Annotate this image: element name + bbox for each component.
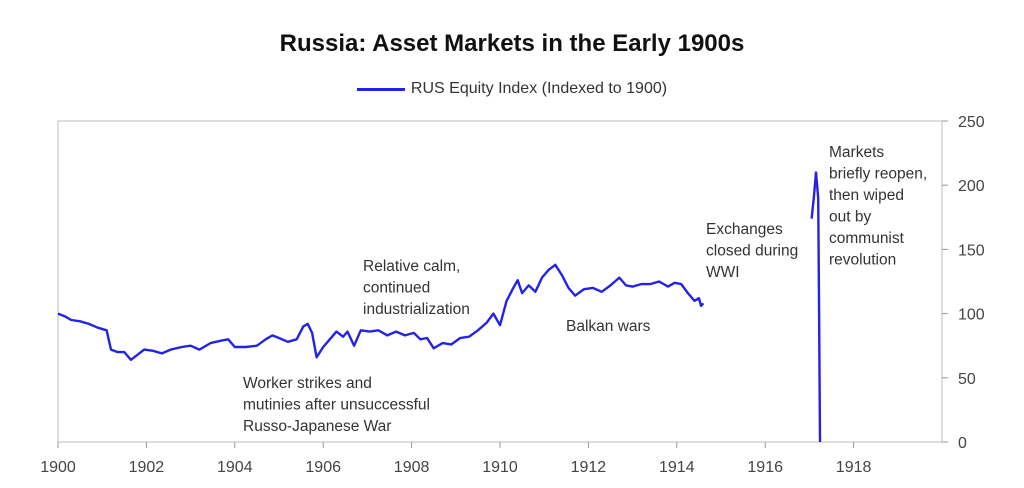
annotation-line: Exchanges bbox=[706, 221, 783, 238]
annotation: Balkan wars bbox=[566, 318, 651, 335]
y-tick-label: 150 bbox=[958, 242, 985, 259]
series-line bbox=[57, 263, 705, 361]
annotation: Exchanges closed during WWI bbox=[706, 221, 798, 281]
annotation-line: Worker strikes and bbox=[243, 375, 372, 392]
legend-swatch bbox=[356, 87, 405, 91]
x-tick-label: 1914 bbox=[659, 459, 695, 476]
annotation-line: mutinies after unsuccessful bbox=[243, 397, 430, 414]
annotation: Relative calm, continued industrialization bbox=[363, 258, 470, 318]
series-line bbox=[810, 171, 822, 443]
x-tick-label: 1910 bbox=[482, 459, 518, 476]
annotation-line: WWI bbox=[706, 264, 740, 281]
x-tick-label: 1900 bbox=[40, 459, 76, 476]
annotation: Worker strikes and mutinies after unsucce… bbox=[243, 375, 430, 435]
y-tick-label: 100 bbox=[958, 307, 985, 324]
annotation-line: Balkan wars bbox=[566, 318, 651, 335]
x-tick-label: 1912 bbox=[571, 459, 607, 476]
x-tick-label: 1918 bbox=[836, 459, 872, 476]
legend: RUS Equity Index (Indexed to 1900) bbox=[0, 80, 1024, 98]
y-tick-label: 250 bbox=[958, 114, 985, 131]
annotation-line: Markets bbox=[829, 144, 884, 161]
x-tick-label: 1902 bbox=[129, 459, 165, 476]
annotation-line: communist bbox=[829, 230, 905, 247]
annotation-line: industrialization bbox=[363, 301, 470, 318]
annotation-line: closed during bbox=[706, 243, 798, 260]
plot-frame bbox=[57, 120, 943, 443]
annotation-line: briefly reopen, bbox=[829, 166, 927, 183]
annotation: Markets briefly reopen, then wiped out by co… bbox=[829, 144, 927, 269]
annotation-line: Russo-Japanese War bbox=[243, 418, 391, 435]
annotation-line: continued bbox=[363, 280, 430, 297]
y-tick-label: 0 bbox=[958, 435, 967, 452]
x-tick-label: 1904 bbox=[217, 459, 253, 476]
legend-label: RUS Equity Index (Indexed to 1900) bbox=[410, 80, 668, 97]
y-tick-label: 200 bbox=[958, 178, 985, 195]
annotation-line: Relative calm, bbox=[363, 258, 460, 275]
annotation-line: out by bbox=[829, 209, 871, 226]
x-tick-label: 1916 bbox=[747, 459, 783, 476]
y-tick-label: 50 bbox=[958, 371, 976, 388]
annotation-line: then wiped bbox=[829, 187, 904, 204]
x-tick-label: 1908 bbox=[394, 459, 430, 476]
x-tick-label: 1906 bbox=[305, 459, 341, 476]
chart-title: Russia: Asset Markets in the Early 1900s bbox=[279, 30, 745, 57]
annotation-line: revolution bbox=[829, 252, 896, 269]
